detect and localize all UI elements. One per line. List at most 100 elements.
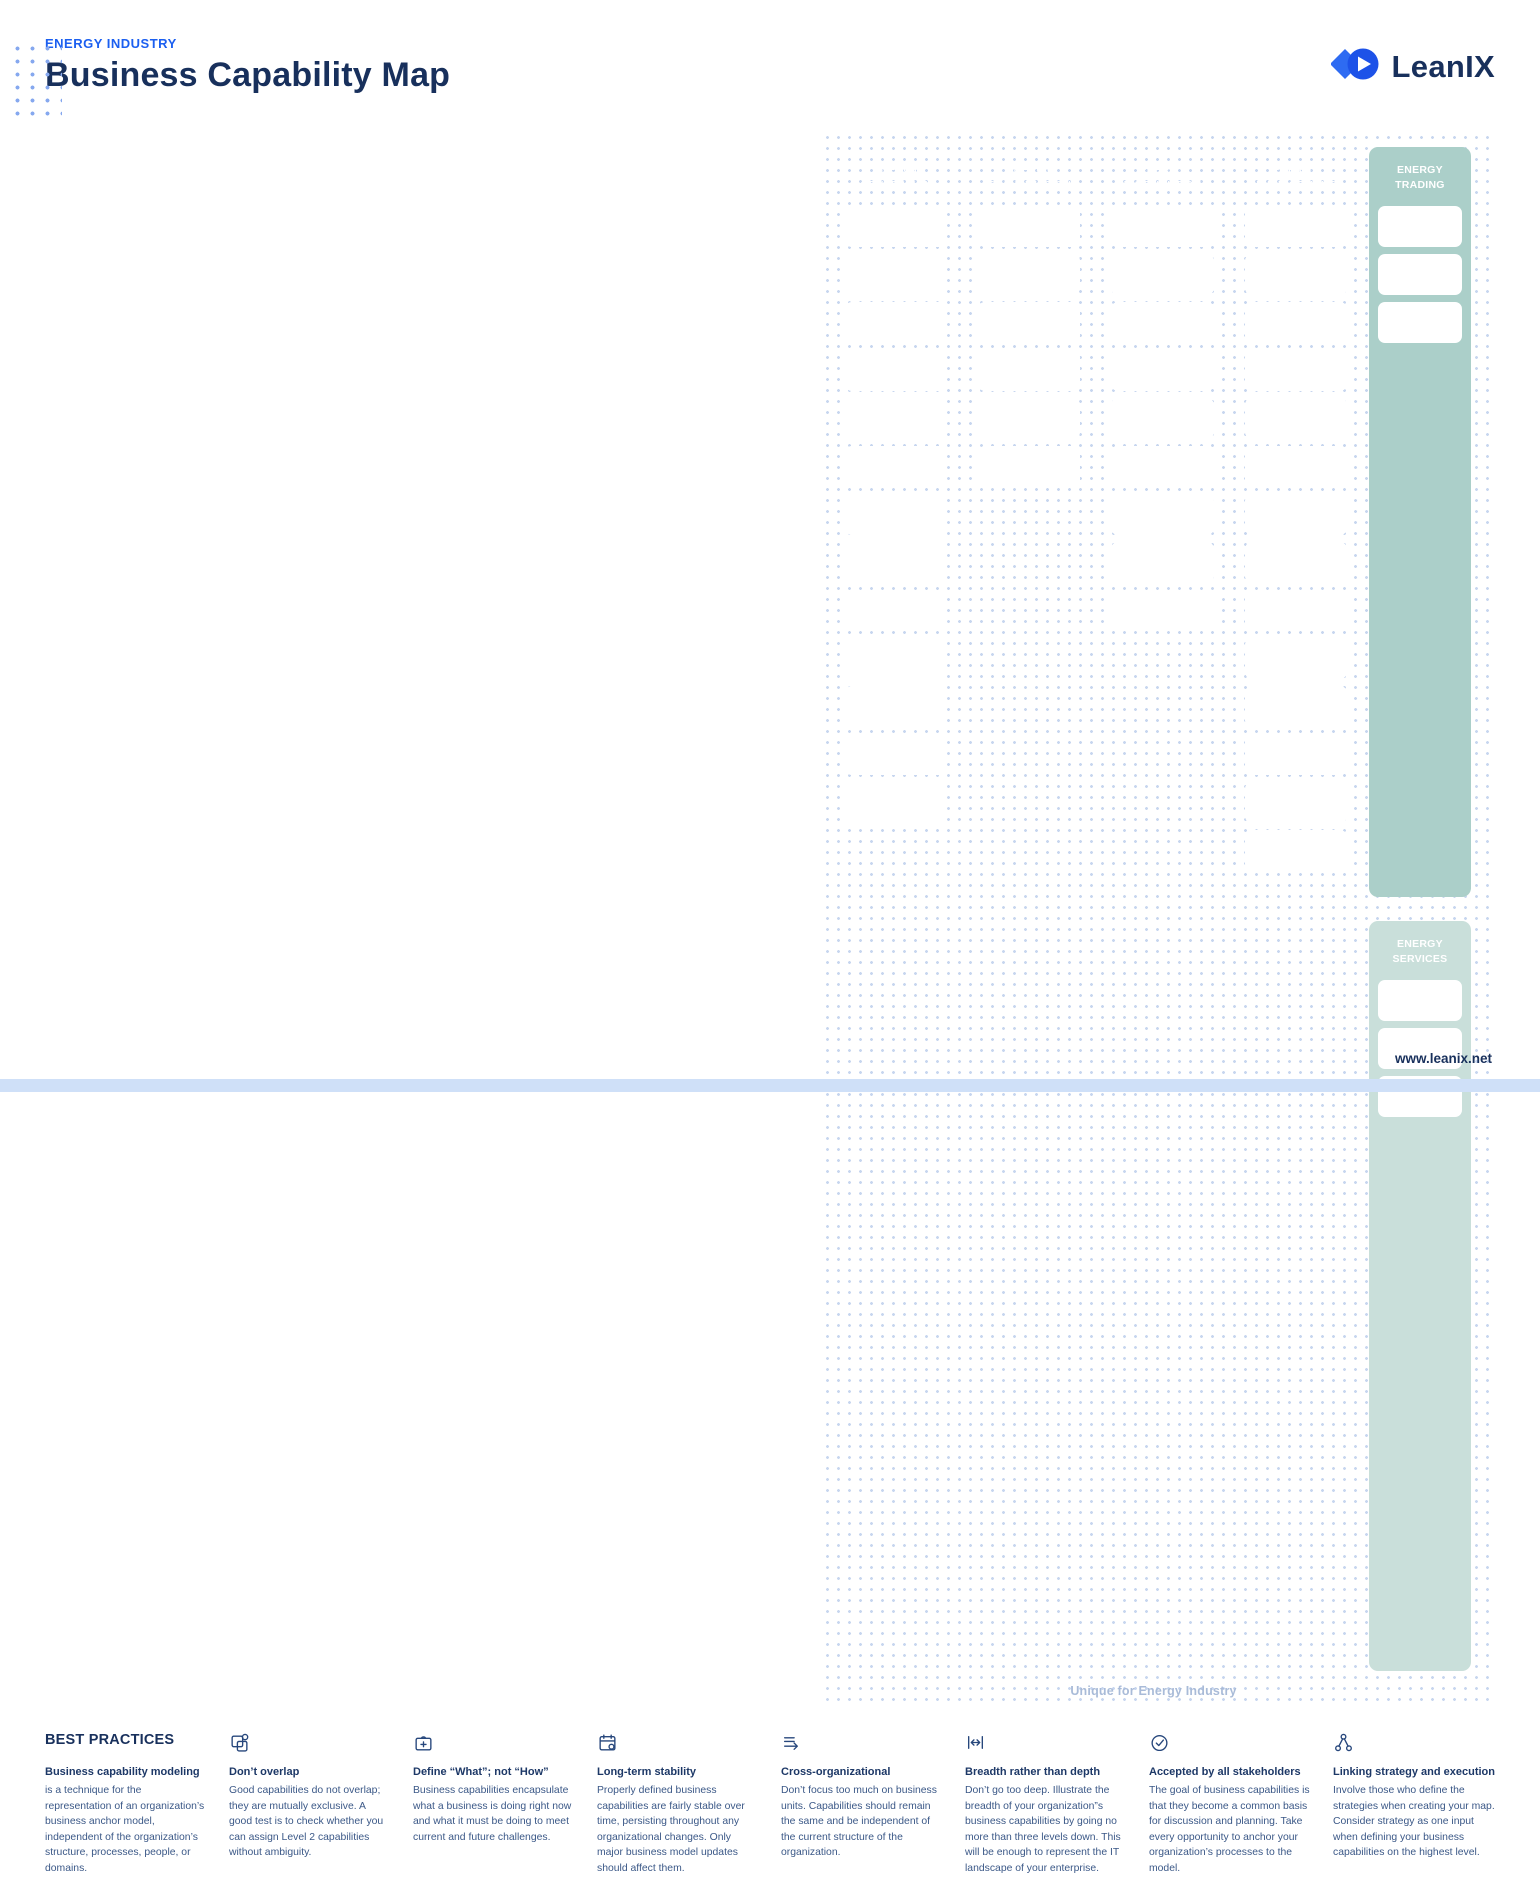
capability-box: [183, 350, 285, 392]
energy-unique-region: ENERGY GENERATION ENERGY TRANSMISSION EN…: [822, 132, 1495, 1706]
best-practice-item: Accepted by all stakeholders The goal of…: [1149, 1732, 1311, 1877]
capability-box: [441, 590, 543, 632]
capability-box: [845, 206, 948, 248]
website-link[interactable]: www.leanix.net: [1394, 1051, 1492, 1066]
capability-box: [1244, 350, 1347, 392]
capability-column: ENTERPRISE SUPPORT: [432, 147, 552, 897]
capability-box: [1111, 206, 1214, 248]
column-title: ENERGY GENERATION: [860, 164, 932, 192]
capability-box: [1244, 590, 1347, 632]
capability-box: [1111, 446, 1214, 488]
capability-box-list: [1244, 206, 1347, 872]
capability-box: [699, 446, 801, 488]
capability-box: [845, 782, 948, 824]
capability-box: [1377, 206, 1463, 248]
capability-box-list: [1377, 206, 1463, 344]
best-practice-item: Linking strategy and execution Involve t…: [1333, 1732, 1495, 1877]
capability-box-list: [699, 206, 801, 632]
breadth-icon: [965, 1736, 986, 1757]
capability-box: [441, 494, 543, 536]
capability-box: [54, 686, 156, 728]
best-practice-item: Don’t overlap Good capabilities do not o…: [229, 1732, 391, 1877]
capability-box: [699, 350, 801, 392]
capability-box: [54, 494, 156, 536]
capability-box-list: [570, 206, 672, 536]
capability-box-list: [183, 206, 285, 632]
best-practice-title: Breadth rather than depth: [965, 1766, 1101, 1778]
capability-box: [441, 638, 543, 680]
best-practice-intro: BEST PRACTICES Business capability model…: [45, 1732, 207, 1877]
capability-box-list: [1377, 980, 1463, 1118]
capability-box: [183, 206, 285, 248]
capability-box: [312, 461, 414, 503]
best-practice-item: Long-term stability Properly defined bus…: [597, 1732, 759, 1877]
capability-box: [183, 542, 285, 584]
capability-box: [54, 302, 156, 344]
capability-box: [1111, 254, 1214, 296]
capability-column: MARKETING & SALES: [690, 147, 810, 897]
best-practice-title: Business capability modeling: [45, 1766, 200, 1778]
best-practice-title: Cross-organizational: [781, 1766, 891, 1778]
capability-box: [845, 254, 948, 296]
capability-box: [978, 398, 1081, 440]
capability-box: [183, 494, 285, 536]
capability-column-energy-services: ENERGY SERVICES: [1368, 921, 1472, 1671]
best-practices-section: BEST PRACTICES Business capability model…: [45, 1732, 1495, 1877]
capability-box: [183, 302, 285, 344]
column-title: ENERGY TRADING: [1395, 164, 1445, 192]
capability-box: [54, 206, 156, 248]
capability-box: [845, 686, 948, 728]
column-title: STRATEGIC MANAGEMENT: [65, 164, 145, 192]
header: ENERGY INDUSTRY Business Capability Map …: [0, 0, 1540, 116]
capability-box: [1111, 542, 1214, 584]
capability-box: [1377, 302, 1463, 344]
column-title: ENERGY MANAGEMENT: [1256, 164, 1336, 192]
best-practice-text: Don’t go too deep. Illustrate the breadt…: [965, 1785, 1121, 1875]
best-practice-text: Properly defined business capabilities a…: [597, 1785, 745, 1875]
capability-box: [1244, 686, 1347, 728]
energy-columns: ENERGY GENERATION ENERGY TRANSMISSION EN…: [836, 147, 1472, 1671]
capability-box: [1377, 1028, 1463, 1070]
trading-services-stack: ENERGY TRADING ENERGY SERVICES: [1368, 147, 1472, 1671]
capability-box: [570, 446, 672, 488]
capability-box: [183, 254, 285, 296]
column-title: CUSTOMER RELATIONSHIPS: [190, 164, 278, 192]
best-practice-title: Define “What”; not “How”: [413, 1766, 549, 1778]
capability-box: [1244, 302, 1347, 344]
capability-box: [312, 269, 414, 311]
capability-column: ENERGY TRANSMISSION: [969, 147, 1089, 897]
column-title: ENTERPRISE SUPPORT: [457, 164, 527, 192]
capability-column: ENERGY DISTRIBUTION: [1102, 147, 1222, 897]
capability-box: [312, 413, 414, 455]
capability-box-list: [54, 206, 156, 728]
capability-box: [978, 350, 1081, 392]
capability-box: [183, 398, 285, 440]
capability-box: [1377, 254, 1463, 296]
capability-box: [699, 590, 801, 632]
capability-box: [1111, 590, 1214, 632]
capability-box-list: [312, 221, 414, 503]
capability-box: [183, 590, 285, 632]
capability-box: [54, 398, 156, 440]
capability-box-list: [1111, 206, 1214, 632]
capability-box: [1244, 446, 1347, 488]
best-practice-text: Don’t focus too much on business units. …: [781, 1785, 937, 1859]
capability-box: [845, 638, 948, 680]
capability-column-energy-trading: ENERGY TRADING: [1368, 147, 1472, 897]
capability-box: [54, 590, 156, 632]
capability-box: [312, 365, 414, 407]
capability-box: [845, 734, 948, 776]
capability-column: ENERGY GENERATION: [836, 147, 956, 897]
capability-box: [978, 254, 1081, 296]
capability-box: [845, 494, 948, 536]
capability-box: [312, 317, 414, 359]
capability-box: [845, 302, 948, 344]
industry-label: ENERGY INDUSTRY: [45, 36, 177, 51]
column-title: ENERGY TRANSMISSION: [987, 164, 1072, 192]
capability-box: [441, 398, 543, 440]
capability-box: [54, 350, 156, 392]
best-practice-item: Breadth rather than depth Don’t go too d…: [965, 1732, 1127, 1877]
capability-column: STRATEGIC MANAGEMENT: [45, 147, 165, 897]
capability-box: [54, 446, 156, 488]
capability-box: [54, 254, 156, 296]
